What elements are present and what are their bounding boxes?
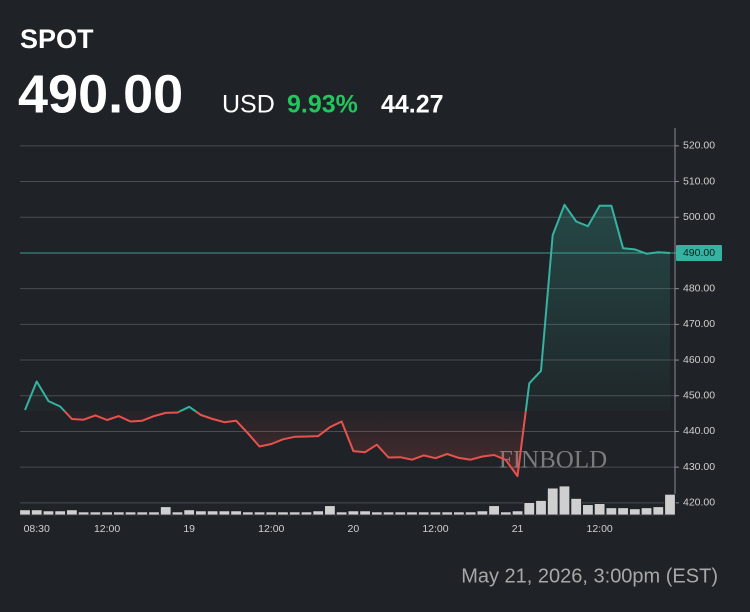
volume-bar bbox=[488, 505, 500, 516]
volume-bar bbox=[476, 510, 489, 516]
volume-bar bbox=[453, 511, 465, 516]
price-tag bbox=[676, 244, 722, 261]
x-tick-label: 12:00 bbox=[586, 523, 612, 535]
ticker: SPOT bbox=[20, 24, 94, 54]
volume-bar bbox=[593, 503, 606, 516]
y-tick-label: 480.00 bbox=[683, 282, 715, 294]
volume-bar bbox=[418, 511, 430, 516]
volume-bar bbox=[394, 511, 406, 516]
y-tick-label: 510.00 bbox=[683, 175, 715, 187]
volume-bar bbox=[136, 511, 148, 516]
volume-bar bbox=[289, 511, 301, 516]
volume-bar bbox=[640, 507, 653, 516]
volume-bar bbox=[77, 511, 90, 516]
x-tick-label: 12:00 bbox=[422, 523, 448, 535]
volume-bar bbox=[371, 511, 383, 516]
volume-bar bbox=[441, 511, 453, 516]
volume-bar bbox=[500, 511, 512, 516]
volume-bar bbox=[89, 511, 102, 516]
volume-bar bbox=[242, 511, 254, 516]
volume-bar bbox=[605, 507, 618, 516]
price: 490.00 bbox=[18, 64, 183, 124]
volume-bar bbox=[629, 508, 641, 516]
volume-bar bbox=[54, 510, 66, 516]
volume-bar bbox=[464, 511, 477, 516]
volume-bar bbox=[406, 511, 418, 516]
volume-bar bbox=[31, 509, 43, 516]
y-tick-label: 450.00 bbox=[683, 390, 715, 402]
volume-bar bbox=[324, 505, 336, 516]
price-line bbox=[24, 203, 671, 478]
volume-bar bbox=[19, 509, 31, 516]
volume-bar bbox=[652, 506, 664, 516]
volume-bar bbox=[113, 511, 125, 516]
volume-bar bbox=[183, 509, 195, 516]
volume-bar bbox=[359, 510, 371, 516]
volume-bar bbox=[382, 511, 395, 516]
volume-bar bbox=[171, 511, 184, 516]
volume-bar bbox=[277, 511, 289, 516]
volume-bar bbox=[535, 500, 547, 516]
y-tick-label: 520.00 bbox=[683, 140, 715, 152]
volume-bar bbox=[582, 504, 594, 516]
volume-bar bbox=[335, 511, 348, 516]
volume-bar bbox=[347, 510, 360, 516]
y-tick-label: 420.00 bbox=[683, 497, 715, 509]
volume-bar bbox=[523, 502, 535, 516]
y-tick-label: 470.00 bbox=[683, 318, 715, 330]
change: 44.27 bbox=[381, 91, 444, 119]
timestamp: May 21, 2026, 3:00pm (EST) bbox=[461, 565, 718, 587]
y-tick-label: 440.00 bbox=[683, 425, 715, 437]
volume-bar bbox=[617, 507, 629, 516]
volume-bar bbox=[66, 509, 78, 516]
volume-bar bbox=[148, 511, 160, 516]
currency: USD bbox=[222, 91, 275, 119]
volume-bar bbox=[312, 510, 324, 516]
volume-bar bbox=[265, 511, 277, 516]
volume-bar bbox=[160, 506, 172, 516]
y-tick-label: 460.00 bbox=[683, 354, 715, 366]
x-tick-label: 12:00 bbox=[94, 523, 120, 535]
volume-bar bbox=[300, 511, 313, 516]
volume-bar bbox=[570, 498, 582, 516]
y-tick-label: 430.00 bbox=[683, 461, 715, 473]
volume-bar bbox=[253, 511, 266, 516]
volume-bar bbox=[511, 510, 524, 516]
x-tick-label: 08:30 bbox=[24, 523, 50, 535]
volume-bar bbox=[429, 511, 442, 516]
x-tick-label: 19 bbox=[183, 523, 195, 535]
price-tag-label: 490.00 bbox=[683, 247, 715, 259]
volume-bar bbox=[558, 485, 571, 516]
x-tick-label: 21 bbox=[512, 523, 524, 535]
volume-bar bbox=[124, 511, 137, 516]
x-tick-label: 12:00 bbox=[258, 523, 284, 535]
volume-bar bbox=[101, 511, 113, 516]
x-tick-label: 20 bbox=[348, 523, 360, 535]
change-percent: 9.93% bbox=[287, 91, 358, 119]
volume-bar bbox=[206, 510, 219, 516]
volume-bar bbox=[230, 510, 242, 516]
volume-bar bbox=[218, 510, 231, 516]
y-tick-label: 500.00 bbox=[683, 211, 715, 223]
volume-bar bbox=[42, 510, 55, 516]
volume-bar bbox=[195, 510, 207, 516]
volume-bar bbox=[547, 487, 559, 516]
volume-bar bbox=[664, 493, 676, 516]
